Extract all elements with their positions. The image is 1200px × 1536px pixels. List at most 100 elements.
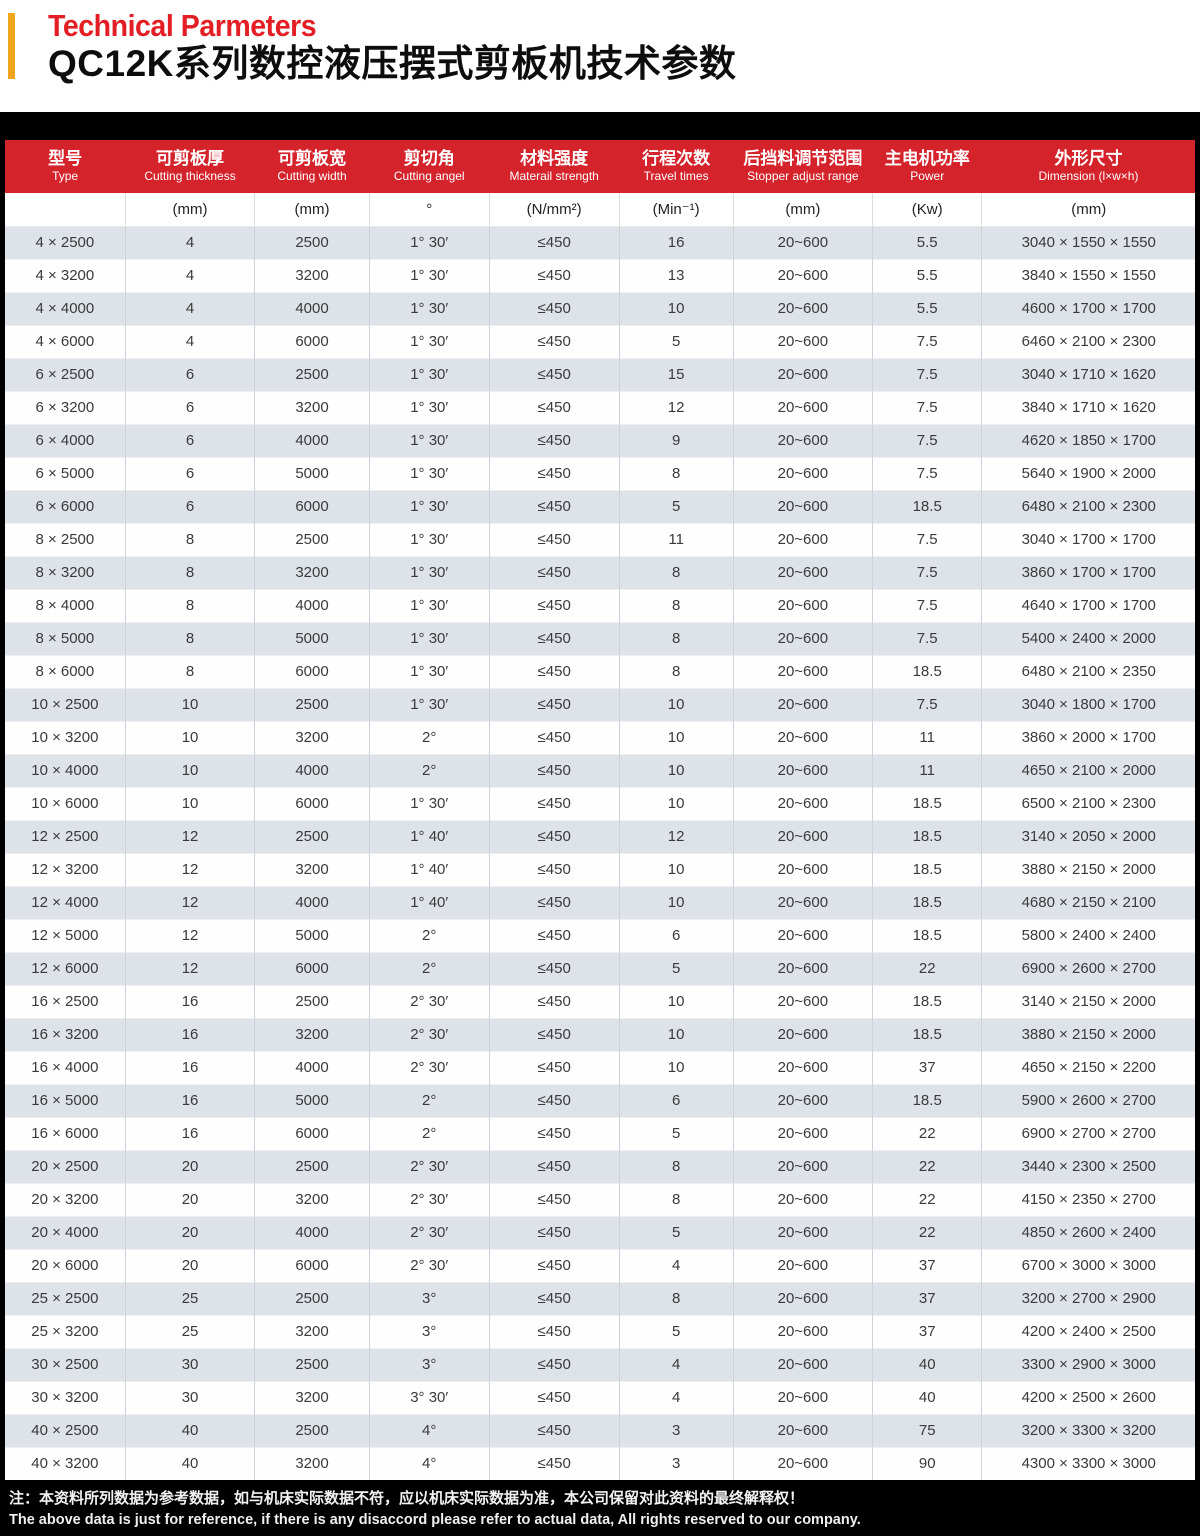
column-header-en: Travel times [643, 169, 709, 184]
table-cell: 12 [618, 390, 734, 424]
table-cell: 7.5 [871, 687, 982, 721]
table-cell: 20 [124, 1248, 255, 1282]
table-cell: 18.5 [871, 819, 982, 853]
table-cell: 6 [618, 1083, 734, 1117]
table-cell: ≤450 [488, 951, 620, 985]
column-header-cn: 行程次数 [642, 148, 711, 168]
table-cell: 16 [124, 984, 255, 1018]
table-cell: 5900 × 2600 × 2700 [981, 1083, 1195, 1117]
table-cell: 30 × 3200 [5, 1380, 126, 1414]
table-row: 10 × 2500 10 2500 1° 30′ ≤450 10 20~600 7.5 3040… [5, 687, 1195, 721]
table-cell: 3200 [254, 1446, 370, 1480]
table-cell: 20~600 [732, 819, 873, 853]
table-cell: 4° [368, 1446, 490, 1480]
table-row: 10 × 3200 10 3200 2° ≤450 10 20~600 11 3860 × 20… [5, 720, 1195, 754]
table-cell: ≤450 [488, 291, 620, 325]
table-cell: 8 [124, 588, 255, 622]
table-cell: 8 [618, 1149, 734, 1183]
footer-note-english: The above data is just for reference, if… [9, 1511, 861, 1528]
table-cell: 18.5 [871, 786, 982, 820]
table-cell: 3200 [254, 390, 370, 424]
table-cell: 20~600 [732, 291, 873, 325]
column-header: 可剪板宽 Cutting width [254, 140, 370, 193]
table-row: 12 × 6000 12 6000 2° ≤450 5 20~600 22 6900 × 260… [5, 951, 1195, 985]
table-row: 6 × 2500 6 2500 1° 30′ ≤450 15 20~600 7.5 3040 ×… [5, 357, 1195, 391]
table-cell: ≤450 [488, 852, 620, 886]
table-cell: 5000 [254, 1083, 370, 1117]
table-cell: 12 [618, 819, 734, 853]
table-cell: ≤450 [488, 621, 620, 655]
table-cell: 10 × 4000 [5, 753, 126, 787]
table-cell: 16 × 6000 [5, 1116, 126, 1150]
table-row: 6 × 3200 6 3200 1° 30′ ≤450 12 20~600 7.5 3840 ×… [5, 390, 1195, 424]
table-row: 10 × 6000 10 6000 1° 30′ ≤450 10 20~600 18.5 650… [5, 786, 1195, 820]
table-cell: 7.5 [871, 390, 982, 424]
table-cell: 8 [124, 654, 255, 688]
table-cell: 2500 [254, 357, 370, 391]
table-cell: 22 [871, 1149, 982, 1183]
table-cell: ≤450 [488, 1050, 620, 1084]
table-cell: 5800 × 2400 × 2400 [981, 918, 1195, 952]
table-cell: 10 [618, 1017, 734, 1051]
table-cell: 40 [871, 1380, 982, 1414]
table-cell: ≤450 [488, 1182, 620, 1216]
table-cell: 8 [618, 621, 734, 655]
table-cell: 20~600 [732, 1017, 873, 1051]
table-cell: ≤450 [488, 819, 620, 853]
table-cell: 6000 [254, 1248, 370, 1282]
table-cell: 8 × 5000 [5, 621, 126, 655]
table-row: 20 × 2500 20 2500 2° 30′ ≤450 8 20~600 22 3440 ×… [5, 1149, 1195, 1183]
table-cell: 7.5 [871, 555, 982, 589]
footer-note-chinese: 注：本资料所列数据为参考数据，如与机床实际数据不符，应以机床实际数据为准，本公司… [9, 1489, 805, 1507]
table-cell: ≤450 [488, 1314, 620, 1348]
table-cell: 40 [871, 1347, 982, 1381]
table-cell: ≤450 [488, 1116, 620, 1150]
table-cell: 20 × 4000 [5, 1215, 126, 1249]
table-cell: 7.5 [871, 588, 982, 622]
table-cell: 2° 30′ [368, 1050, 490, 1084]
table-cell: 5400 × 2400 × 2000 [981, 621, 1195, 655]
table-cell: 18.5 [871, 918, 982, 952]
table-row: 10 × 4000 10 4000 2° ≤450 10 20~600 11 4650 × 21… [5, 753, 1195, 787]
column-unit: (N/mm²) [488, 193, 620, 227]
table-cell: 13 [618, 258, 734, 292]
table-cell: ≤450 [488, 984, 620, 1018]
table-row: 12 × 3200 12 3200 1° 40′ ≤450 10 20~600 18.5 388… [5, 852, 1195, 886]
table-cell: ≤450 [488, 1380, 620, 1414]
table-cell: 4 [124, 324, 255, 358]
column-unit: ° [368, 193, 490, 227]
table-row: 6 × 6000 6 6000 1° 30′ ≤450 5 20~600 18.5 6480 ×… [5, 489, 1195, 523]
table-cell: 20~600 [732, 687, 873, 721]
table-cell: 4000 [254, 753, 370, 787]
table-cell: ≤450 [488, 390, 620, 424]
column-header-cn: 主电机功率 [884, 148, 970, 168]
table-cell: 5000 [254, 621, 370, 655]
table-cell: 3140 × 2150 × 2000 [981, 984, 1195, 1018]
table-row: 6 × 4000 6 4000 1° 30′ ≤450 9 20~600 7.5 4620 × … [5, 423, 1195, 457]
table-cell: 37 [871, 1314, 982, 1348]
table-cell: 11 [871, 720, 982, 754]
table-cell: 18.5 [871, 984, 982, 1018]
column-header: 材料强度 Materail strength [489, 140, 620, 193]
column-header: 行程次数 Travel times [619, 140, 734, 193]
table-cell: 20~600 [732, 786, 873, 820]
table-cell: 1° 40′ [368, 852, 490, 886]
column-header: 可剪板厚 Cutting thickness [125, 140, 255, 193]
table-cell: 4 [124, 258, 255, 292]
table-row: 4 × 6000 4 6000 1° 30′ ≤450 5 20~600 7.5 6460 × … [5, 324, 1195, 358]
table-cell: 75 [871, 1413, 982, 1447]
table-cell: 1° 40′ [368, 885, 490, 919]
table-cell: 4650 × 2100 × 2000 [981, 753, 1195, 787]
table-cell: 10 [618, 852, 734, 886]
table-row: 25 × 3200 25 3200 3° ≤450 5 20~600 37 4200 × 240… [5, 1314, 1195, 1348]
table-cell: 18.5 [871, 852, 982, 886]
table-cell: 2° 30′ [368, 984, 490, 1018]
table-cell: 8 [618, 588, 734, 622]
column-header-cn: 外形尺寸 [1054, 148, 1123, 168]
column-header-cn: 型号 [48, 148, 83, 168]
table-cell: 20~600 [732, 324, 873, 358]
table-cell: 40 × 3200 [5, 1446, 126, 1480]
table-cell: 20~600 [732, 489, 873, 523]
table-cell: 16 [124, 1083, 255, 1117]
table-cell: 1° 30′ [368, 621, 490, 655]
